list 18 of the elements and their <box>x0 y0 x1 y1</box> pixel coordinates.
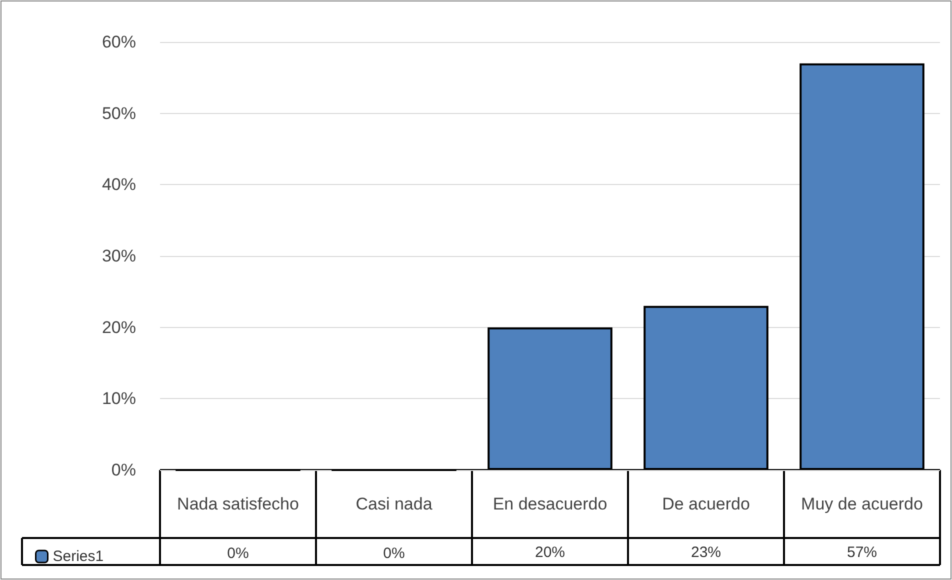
data-label: 0% <box>383 545 405 562</box>
data-label: 0% <box>227 545 249 562</box>
x-tick-label: Nada satisfecho <box>177 494 299 514</box>
y-tick-label: 30% <box>102 246 136 266</box>
data-label: 20% <box>534 544 566 561</box>
data-label: 23% <box>690 544 722 561</box>
y-tick-label: 20% <box>102 318 136 337</box>
x-tick-label: Muy de acuerdo <box>801 494 923 514</box>
x-tick-label: En desacuerdo <box>492 494 608 514</box>
x-tick-label: Casi nada <box>356 494 433 514</box>
y-tick-label: 40% <box>102 175 136 194</box>
data-label: 57% <box>846 544 878 561</box>
y-tick-label: 0% <box>111 460 136 480</box>
legend-label: Series1 <box>52 548 104 565</box>
y-tick-label: 50% <box>102 104 136 123</box>
x-tick-label: De acuerdo <box>662 494 750 514</box>
y-tick-label: 10% <box>102 389 136 408</box>
y-tick-label: 60% <box>102 32 136 52</box>
